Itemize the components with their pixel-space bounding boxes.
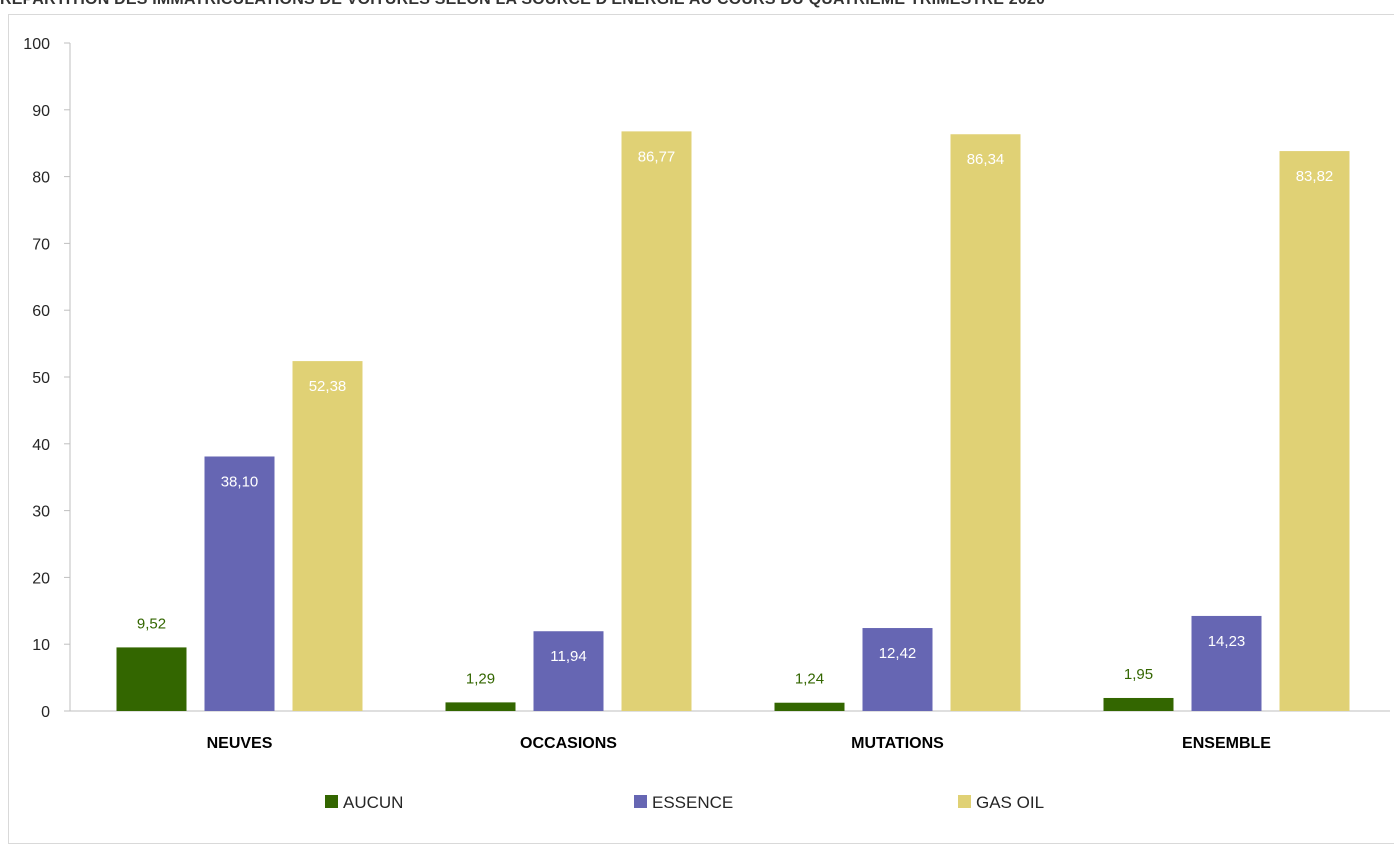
bar-aucun xyxy=(774,702,845,711)
bar-gas-oil xyxy=(1279,151,1350,711)
x-category-label: MUTATIONS xyxy=(851,735,944,752)
bar-gas-oil xyxy=(621,131,692,711)
y-tick-label: 60 xyxy=(32,303,50,320)
bar-gas-oil xyxy=(292,361,363,711)
y-tick-label: 30 xyxy=(32,504,50,521)
data-label: 86,77 xyxy=(638,148,676,165)
x-category-label: NEUVES xyxy=(207,735,273,752)
bar-essence xyxy=(862,628,933,711)
y-tick-label: 20 xyxy=(32,570,50,587)
legend-label: GAS OIL xyxy=(976,793,1044,812)
legend-swatch xyxy=(325,795,338,808)
data-label: 9,52 xyxy=(137,615,166,632)
bar-essence xyxy=(1191,615,1262,711)
y-tick-label: 10 xyxy=(32,637,50,654)
data-label: 1,29 xyxy=(466,670,495,687)
data-label: 14,23 xyxy=(1208,633,1246,650)
data-label: 1,95 xyxy=(1124,666,1153,683)
bar-essence xyxy=(533,631,604,711)
x-category-label: ENSEMBLE xyxy=(1182,735,1271,752)
legend-label: ESSENCE xyxy=(652,793,733,812)
data-label: 38,10 xyxy=(221,473,259,490)
y-tick-label: 90 xyxy=(32,103,50,120)
x-category-label: OCCASIONS xyxy=(520,735,617,752)
y-tick-label: 0 xyxy=(41,704,50,721)
y-tick-label: 50 xyxy=(32,370,50,387)
data-label: 1,24 xyxy=(795,671,824,688)
bar-aucun xyxy=(1103,697,1174,711)
data-label: 52,38 xyxy=(309,378,347,395)
y-tick-label: 40 xyxy=(32,437,50,454)
legend-swatch xyxy=(958,795,971,808)
y-tick-label: 70 xyxy=(32,236,50,253)
data-label: 83,82 xyxy=(1296,168,1334,185)
legend-swatch xyxy=(634,795,647,808)
bar-aucun xyxy=(116,647,187,711)
data-label: 11,94 xyxy=(550,648,586,665)
bar-gas-oil xyxy=(950,134,1021,712)
y-tick-label: 100 xyxy=(23,36,50,53)
bar-essence xyxy=(204,456,275,711)
bar-aucun xyxy=(445,702,516,711)
data-label: 86,34 xyxy=(967,151,1005,168)
chart-title: RÉPARTITION DES IMMATRICULATIONS DE VOIT… xyxy=(0,0,1394,13)
data-label: 12,42 xyxy=(879,645,917,662)
y-tick-label: 80 xyxy=(32,170,50,187)
legend-label: AUCUN xyxy=(343,793,403,812)
